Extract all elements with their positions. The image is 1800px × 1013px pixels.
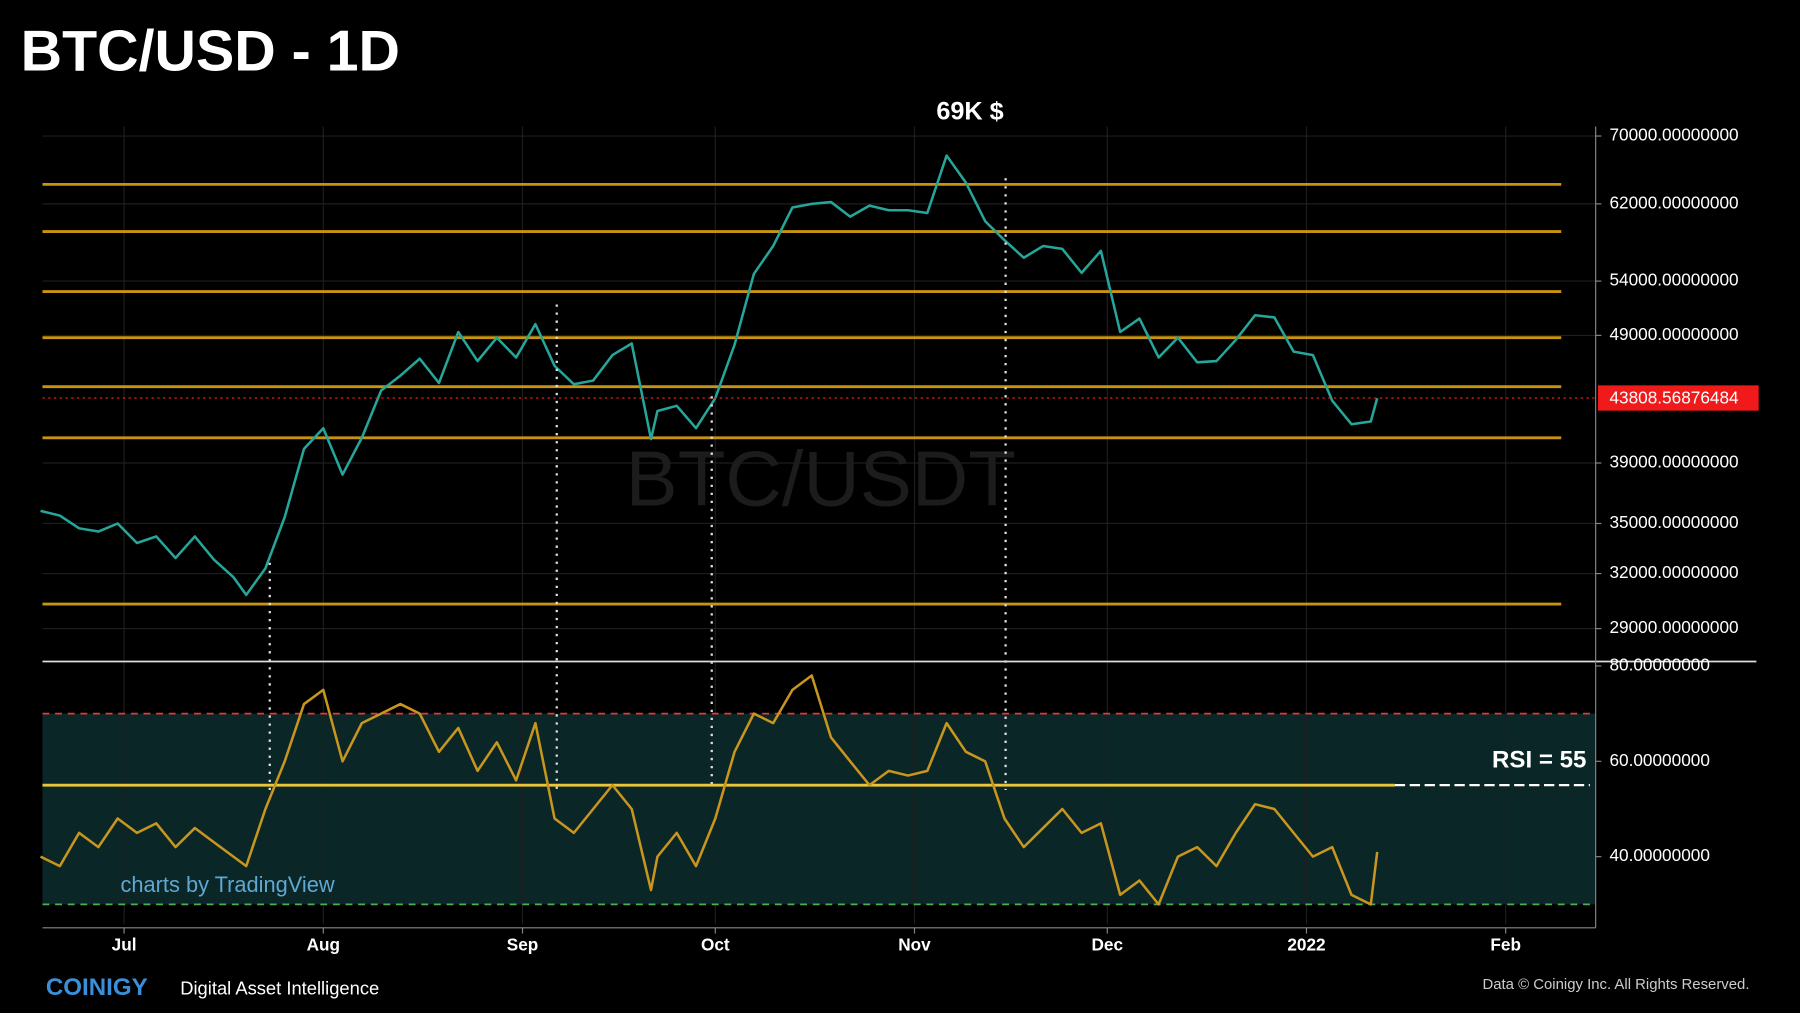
y-tick-label: 32000.00000000	[1609, 562, 1738, 582]
brand: COINIGY	[46, 974, 148, 1001]
y-tick-label: 49000.00000000	[1609, 324, 1738, 344]
y-tick-label: 62000.00000000	[1609, 192, 1738, 212]
x-tick-label: Sep	[507, 935, 539, 955]
signal-lines	[268, 178, 1007, 791]
y-tick-label: 70000.00000000	[1609, 125, 1738, 145]
copyright: Data © Coinigy Inc. All Rights Reserved.	[1482, 976, 1749, 993]
tagline: Digital Asset Intelligence	[180, 978, 379, 999]
y-tick-label: 40.00000000	[1609, 845, 1709, 865]
credit: charts by TradingView	[121, 872, 335, 897]
y-tick-label: 60.00000000	[1609, 750, 1709, 770]
y-tick-label: 54000.00000000	[1609, 270, 1738, 290]
data-line	[39, 674, 1379, 906]
y-tick-label: 35000.00000000	[1609, 512, 1738, 532]
x-tick-label: Aug	[307, 935, 340, 955]
x-tick-label: Feb	[1490, 935, 1521, 955]
overlay-layer: Jul Aug Sep Oct Nov Dec 2022 Feb 70000.00000000 6…	[112, 125, 1759, 955]
rsi-band	[42, 713, 1596, 905]
data-line	[40, 154, 1379, 597]
y-tick-label: 29000.00000000	[1609, 617, 1738, 637]
y-tick-label: 80.00000000	[1609, 655, 1709, 675]
x-tick-label: Oct	[701, 935, 730, 955]
x-tick-label: Jul	[112, 935, 137, 955]
x-tick-label: 2022	[1287, 935, 1325, 955]
y-tick-label: 39000.00000000	[1609, 452, 1738, 472]
plot-layer	[39, 126, 1602, 934]
chart-title: BTC/USD - 1D	[21, 20, 400, 84]
watermark: BTC/USDT	[626, 434, 1016, 522]
rsi-annotation: RSI = 55	[1492, 747, 1586, 774]
x-tick-label: Nov	[898, 935, 931, 955]
last-price-label: 43808.56876484	[1609, 388, 1739, 408]
peak-annotation: 69K $	[936, 97, 1003, 125]
x-tick-label: Dec	[1091, 935, 1123, 955]
last-price-box	[1597, 385, 1759, 411]
